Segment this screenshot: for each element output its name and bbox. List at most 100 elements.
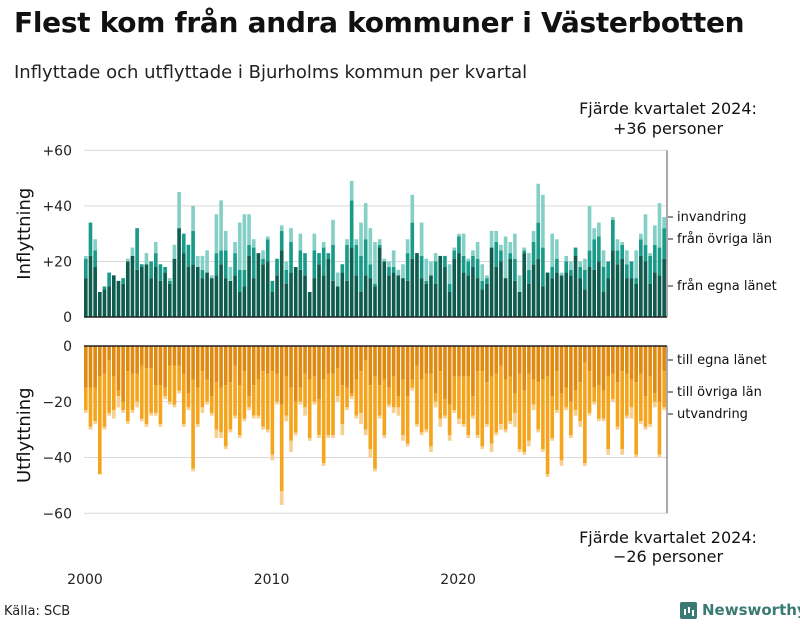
bar-segment-out bbox=[578, 346, 583, 383]
bar-segment-out bbox=[405, 346, 410, 397]
bar-segment-out bbox=[513, 393, 517, 413]
bar-segment-in bbox=[564, 261, 569, 273]
bar-segment-out bbox=[293, 401, 298, 433]
bar-segment-out bbox=[335, 368, 340, 397]
bar-segment-out bbox=[611, 373, 615, 399]
source-note: Källa: SCB bbox=[4, 604, 71, 619]
bar-segment-in bbox=[592, 269, 597, 317]
bar-segment-in bbox=[648, 283, 652, 317]
bar-segment-in bbox=[130, 247, 135, 256]
bar-segment-out bbox=[116, 396, 121, 408]
bar-segment-in bbox=[275, 275, 279, 317]
bar-segment-in bbox=[475, 258, 480, 279]
bar-segment-in bbox=[373, 242, 377, 284]
bar-segment-in bbox=[443, 267, 447, 317]
bar-segment-out bbox=[587, 346, 592, 372]
bar-segment-in bbox=[457, 236, 461, 254]
bar-segment-in bbox=[429, 261, 433, 276]
legend-label-out: utvandring bbox=[677, 407, 748, 422]
bar-segment-out bbox=[429, 346, 433, 374]
bar-segment-out bbox=[531, 379, 536, 405]
bar-segment-in bbox=[657, 203, 662, 248]
bar-segment-out bbox=[643, 346, 648, 397]
bar-segment-out bbox=[275, 373, 279, 402]
bar-segment-out bbox=[111, 376, 116, 411]
bar-segment-out bbox=[387, 387, 391, 405]
bar-segment-out bbox=[237, 385, 242, 436]
brand-logo[interactable]: Newsworthy bbox=[680, 601, 800, 619]
bar-segment-in bbox=[251, 278, 256, 317]
bar-segment-in bbox=[340, 264, 345, 273]
bar-segment-in bbox=[167, 283, 172, 317]
bar-segment-in bbox=[317, 264, 321, 317]
bar-segment-in bbox=[550, 267, 555, 279]
bar-segment-out bbox=[377, 415, 382, 419]
bar-segment-out bbox=[312, 376, 317, 402]
bar-segment-out bbox=[634, 346, 638, 383]
bar-segment-out bbox=[377, 385, 382, 416]
chart-subtitle: Inflyttade och utflyttade i Bjurholms ko… bbox=[14, 62, 528, 83]
bar-segment-in bbox=[419, 278, 424, 317]
bar-segment-out bbox=[401, 379, 405, 436]
bar-segment-out bbox=[447, 404, 452, 436]
bar-segment-out bbox=[592, 346, 597, 388]
bar-segment-out bbox=[396, 346, 401, 397]
bar-segment-in bbox=[429, 275, 433, 317]
bar-segment-in bbox=[662, 258, 666, 317]
bar-segment-out bbox=[443, 398, 447, 416]
bar-segment-out bbox=[410, 379, 415, 388]
bar-segment-out bbox=[233, 415, 237, 419]
bar-segment-in bbox=[508, 258, 513, 317]
outflow-bars bbox=[84, 346, 666, 505]
bar-segment-in bbox=[522, 253, 527, 317]
bar-segment-out bbox=[270, 371, 275, 455]
bar-segment-out bbox=[471, 415, 475, 419]
bar-segment-out bbox=[536, 382, 541, 430]
bar-segment-out bbox=[601, 346, 606, 391]
bar-segment-out bbox=[191, 346, 195, 380]
bar-segment-out bbox=[564, 346, 569, 388]
bar-segment-out bbox=[214, 382, 219, 430]
bar-segment-in bbox=[662, 228, 666, 259]
bar-segment-out bbox=[569, 401, 573, 436]
bar-segment-out bbox=[144, 424, 149, 427]
bar-segment-in bbox=[522, 247, 527, 251]
bar-segment-in bbox=[489, 247, 494, 317]
bar-segment-in bbox=[643, 244, 648, 262]
bar-segment-out bbox=[592, 401, 597, 405]
bar-segment-out bbox=[615, 382, 620, 427]
bar-segment-out bbox=[536, 346, 541, 383]
bar-segment-in bbox=[452, 258, 457, 317]
bar-segment-out bbox=[242, 371, 247, 419]
bar-segment-out bbox=[419, 432, 424, 436]
bar-segment-out bbox=[279, 490, 284, 505]
bar-segment-in bbox=[284, 283, 289, 317]
bar-segment-in bbox=[84, 278, 88, 317]
bar-segment-out bbox=[247, 396, 251, 408]
bar-segment-in bbox=[205, 272, 209, 317]
bar-segment-out bbox=[195, 346, 200, 388]
bar-segment-in bbox=[265, 261, 270, 317]
bar-segment-out bbox=[653, 346, 657, 394]
bar-segment-in bbox=[209, 278, 214, 317]
bar-segment-out bbox=[312, 346, 317, 377]
bar-segment-in bbox=[606, 278, 611, 317]
bar-segment-out bbox=[433, 346, 438, 394]
bar-segment-out bbox=[359, 346, 363, 372]
bar-segment-out bbox=[153, 385, 158, 413]
bar-segment-out bbox=[354, 346, 359, 380]
bar-segment-out bbox=[144, 346, 149, 369]
bar-segment-in bbox=[536, 258, 541, 317]
bar-segment-out bbox=[335, 396, 340, 402]
bar-segment-out bbox=[597, 346, 601, 386]
bar-segment-out bbox=[429, 446, 433, 452]
bar-segment-out bbox=[200, 346, 205, 372]
bar-segment-out bbox=[536, 429, 541, 433]
inflow-bars bbox=[84, 180, 666, 317]
bar-segment-out bbox=[223, 346, 228, 386]
bar-segment-out bbox=[233, 365, 237, 416]
bar-segment-in bbox=[494, 230, 499, 243]
bar-segment-in bbox=[359, 255, 363, 293]
bar-segment-in bbox=[555, 239, 559, 259]
bar-segment-out bbox=[345, 407, 349, 411]
